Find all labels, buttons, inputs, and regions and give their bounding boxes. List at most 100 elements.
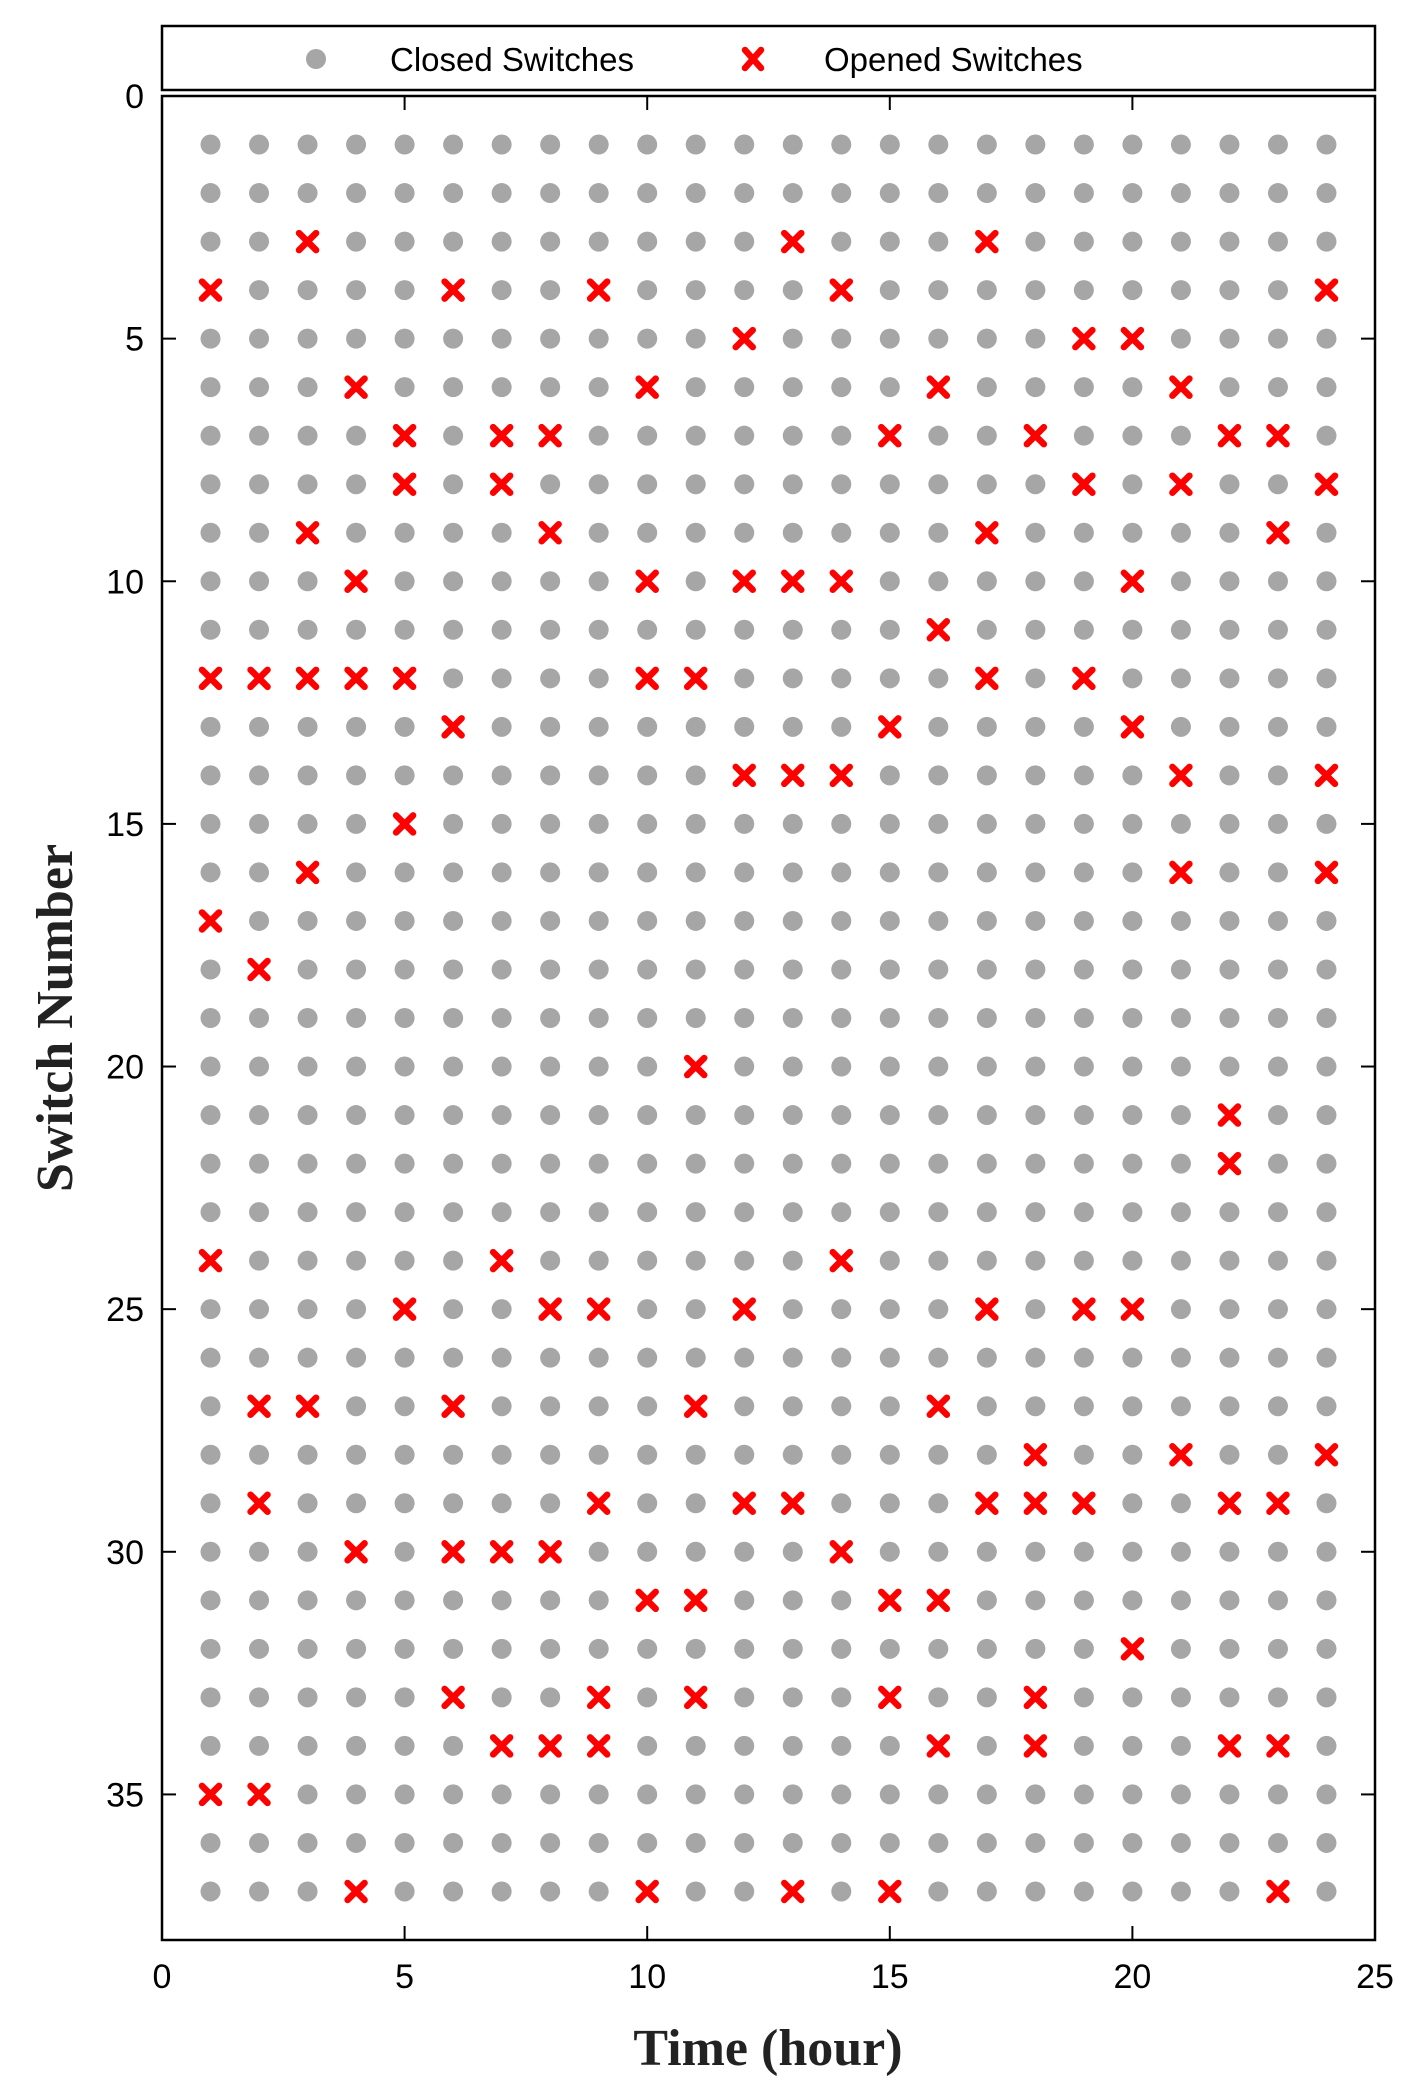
closed-switch-point xyxy=(491,1590,512,1611)
closed-switch-point xyxy=(1316,522,1337,543)
closed-switch-point xyxy=(734,1008,755,1028)
data-markers xyxy=(198,134,1339,1904)
closed-switch-point xyxy=(928,1493,949,1514)
closed-switch-point xyxy=(1170,183,1191,204)
closed-switch-point xyxy=(879,862,900,883)
closed-switch-point xyxy=(346,1250,367,1271)
closed-switch-point xyxy=(394,959,415,980)
closed-switch-point xyxy=(540,1347,561,1368)
closed-switch-point xyxy=(1219,1299,1240,1320)
closed-switch-point xyxy=(637,231,658,252)
closed-switch-point xyxy=(200,765,221,786)
closed-switch-point xyxy=(249,183,270,204)
opened-switch-point xyxy=(586,1297,611,1321)
closed-switch-point xyxy=(1170,134,1191,155)
closed-switch-point xyxy=(831,1153,852,1174)
closed-switch-point xyxy=(976,474,997,495)
opened-switch-point xyxy=(1120,326,1145,351)
closed-switch-point xyxy=(540,474,561,495)
closed-switch-point xyxy=(976,765,997,786)
closed-switch-point xyxy=(491,1881,512,1902)
opened-switch-point xyxy=(441,278,465,302)
closed-switch-point xyxy=(1219,765,1240,786)
opened-switch-point xyxy=(732,1491,756,1516)
closed-switch-point xyxy=(831,134,852,155)
closed-switch-point xyxy=(1267,716,1288,737)
closed-switch-point xyxy=(1219,1590,1240,1611)
closed-switch-point xyxy=(491,1687,512,1708)
closed-switch-point xyxy=(394,1153,415,1174)
closed-switch-point xyxy=(540,1638,561,1659)
opened-switch-point xyxy=(1120,569,1145,594)
closed-switch-point xyxy=(443,1250,464,1271)
closed-switch-point xyxy=(1073,1784,1094,1805)
closed-switch-point xyxy=(1025,1250,1046,1271)
closed-switch-point xyxy=(588,377,609,398)
closed-switch-point xyxy=(200,1202,221,1223)
closed-switch-point xyxy=(1025,1347,1046,1368)
closed-switch-point xyxy=(200,1396,221,1417)
axis-tick-labels: 0 5 10 15 20 25 0 5 10 15 20 25 30 35 xyxy=(106,78,1394,1996)
opened-switch-point xyxy=(1266,1734,1290,1758)
closed-switch-point xyxy=(1122,1881,1143,1902)
closed-switch-point xyxy=(1122,862,1143,883)
closed-switch-point xyxy=(734,668,755,689)
opened-switch-point xyxy=(295,860,320,885)
closed-switch-point xyxy=(1122,1250,1143,1271)
opened-switch-point xyxy=(489,423,514,448)
closed-switch-point xyxy=(249,231,270,252)
closed-switch-point xyxy=(734,1638,755,1659)
opened-switch-point xyxy=(295,520,320,545)
opened-switch-point xyxy=(683,1054,708,1079)
closed-switch-point xyxy=(297,1687,318,1708)
closed-switch-point xyxy=(1170,1590,1191,1611)
closed-switch-point xyxy=(1122,1056,1143,1077)
closed-switch-point xyxy=(879,328,900,349)
closed-switch-point xyxy=(346,1347,367,1368)
closed-switch-point xyxy=(685,1444,706,1465)
closed-switch-point xyxy=(540,1832,561,1853)
closed-switch-point xyxy=(685,1881,706,1902)
closed-switch-point xyxy=(976,959,997,980)
closed-switch-point xyxy=(734,716,755,737)
closed-switch-point xyxy=(1073,1250,1094,1271)
closed-switch-point xyxy=(1122,1832,1143,1853)
closed-switch-point xyxy=(1073,1590,1094,1611)
closed-switch-point xyxy=(540,1008,561,1028)
closed-switch-point xyxy=(1073,1153,1094,1174)
closed-switch-point xyxy=(249,1881,270,1902)
opened-switch-point xyxy=(1169,375,1193,399)
closed-switch-point xyxy=(443,1590,464,1611)
closed-switch-point xyxy=(1219,1347,1240,1368)
closed-switch-point xyxy=(1170,1396,1191,1417)
opened-switch-point xyxy=(1217,1151,1242,1176)
closed-switch-point xyxy=(976,1105,997,1126)
closed-switch-point xyxy=(1025,280,1046,301)
opened-switch-point xyxy=(247,666,271,691)
closed-switch-point xyxy=(1219,280,1240,301)
closed-switch-point xyxy=(685,1493,706,1514)
closed-switch-point xyxy=(249,813,270,834)
opened-switch-point xyxy=(781,1491,805,1516)
closed-switch-point xyxy=(1122,1590,1143,1611)
closed-switch-point xyxy=(1073,619,1094,640)
closed-switch-point xyxy=(1219,1832,1240,1853)
closed-switch-point xyxy=(928,862,949,883)
closed-switch-point xyxy=(1267,1250,1288,1271)
closed-switch-point xyxy=(976,813,997,834)
closed-switch-point xyxy=(588,1396,609,1417)
closed-switch-point xyxy=(249,1832,270,1853)
closed-switch-point xyxy=(1122,1105,1143,1126)
closed-switch-point xyxy=(637,1832,658,1853)
closed-switch-point xyxy=(200,813,221,834)
closed-switch-point xyxy=(637,1396,658,1417)
opened-switch-point xyxy=(1072,472,1096,496)
closed-switch-point xyxy=(831,1444,852,1465)
closed-switch-point xyxy=(782,1250,803,1271)
closed-switch-point xyxy=(685,183,706,204)
x-tick-label: 15 xyxy=(871,1958,909,1996)
closed-switch-point xyxy=(588,328,609,349)
closed-switch-point xyxy=(588,668,609,689)
closed-switch-point xyxy=(200,1299,221,1320)
closed-switch-point xyxy=(588,619,609,640)
